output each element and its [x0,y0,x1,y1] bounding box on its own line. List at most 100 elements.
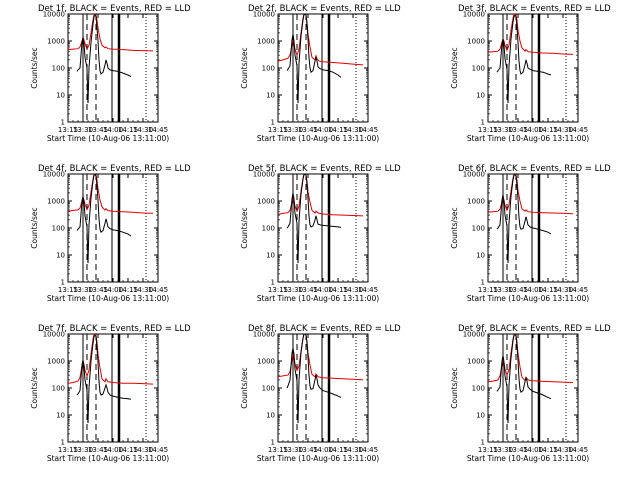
x-tick-label: 13:15 [478,286,498,294]
lld-series-line [68,14,154,52]
x-tick-label: 14:30 [553,286,573,294]
x-tick-label: 14:45 [358,286,378,294]
x-axis-label: Start Time (10-Aug-06 13:11:00) [47,454,169,463]
y-tick-label: 1000 [257,38,275,46]
panel-title: Det 4f, BLACK = Events, RED = LLD [38,164,191,174]
x-tick-label: 13:15 [478,126,498,134]
y-tick-label: 10 [476,412,485,420]
y-tick-label: 10000 [253,171,275,179]
x-tick-label: 13:15 [268,286,288,294]
panel-title: Det 6f, BLACK = Events, RED = LLD [458,164,611,174]
x-tick-label: 13:15 [268,446,288,454]
y-tick-label: 1 [61,279,65,287]
y-tick-label: 10 [266,252,275,260]
x-tick-label: 14:00 [313,126,333,134]
x-tick-label: 13:30 [493,286,513,294]
x-tick-label: 14:15 [118,286,138,294]
panel-title: Det 9f, BLACK = Events, RED = LLD [458,324,611,334]
x-tick-label: 14:00 [523,446,543,454]
x-tick-label: 13:45 [508,286,528,294]
panel-title: Det 3f, BLACK = Events, RED = LLD [458,4,611,14]
y-tick-label: 1 [271,439,275,447]
events-series-line [76,174,132,264]
x-tick-label: 13:15 [478,446,498,454]
y-tick-label: 10000 [463,11,485,19]
axes-frame [277,173,369,283]
x-axis-label: Start Time (10-Aug-06 13:11:00) [257,454,379,463]
panel-title: Det 2f, BLACK = Events, RED = LLD [248,4,401,14]
x-axis-label: Start Time (10-Aug-06 13:11:00) [47,294,169,303]
x-tick-label: 14:15 [118,126,138,134]
x-tick-label: 14:30 [343,286,363,294]
panel-det-7f: Det 7f, BLACK = Events, RED = LLD 1 10 100 1… [30,324,191,463]
panel-det-5f: Det 5f, BLACK = Events, RED = LLD 1 10 100 1… [240,164,401,303]
y-tick-label: 10 [266,412,275,420]
y-tick-label: 1000 [467,358,485,366]
axes-frame [67,173,159,283]
axes-frame [487,333,579,443]
y-axis-label: Counts/sec [450,367,459,408]
axes-frame [67,13,159,123]
events-series-line [76,334,132,424]
axes-frame [277,333,369,443]
x-tick-label: 14:00 [103,126,123,134]
x-tick-label: 13:30 [283,446,303,454]
x-tick-label: 14:45 [568,446,588,454]
x-tick-label: 14:15 [328,286,348,294]
y-tick-label: 10 [56,252,65,260]
x-tick-label: 14:30 [133,126,153,134]
events-series-line [286,334,342,424]
x-axis-label: Start Time (10-Aug-06 13:11:00) [257,294,379,303]
panel-det-1f: Det 1f, BLACK = Events, RED = LLD 1 10 100 1… [30,4,191,143]
y-tick-label: 10000 [253,11,275,19]
x-tick-label: 14:45 [568,286,588,294]
y-tick-label: 10000 [43,331,65,339]
y-axis-label: Counts/sec [30,47,39,88]
x-tick-label: 14:15 [328,126,348,134]
panel-det-8f: Det 8f, BLACK = Events, RED = LLD 1 10 100 1… [240,324,401,463]
y-tick-label: 100 [262,65,275,73]
y-axis-label: Counts/sec [450,207,459,248]
x-tick-label: 14:15 [538,126,558,134]
y-tick-label: 10000 [253,331,275,339]
y-tick-label: 100 [262,225,275,233]
x-tick-label: 14:00 [103,446,123,454]
x-axis-label: Start Time (10-Aug-06 13:11:00) [467,294,589,303]
x-tick-label: 14:45 [358,446,378,454]
y-tick-label: 1 [271,279,275,287]
y-axis-label: Counts/sec [30,367,39,408]
x-tick-label: 13:30 [73,446,93,454]
y-tick-label: 100 [52,385,65,393]
x-tick-label: 13:30 [283,286,303,294]
x-tick-label: 13:15 [58,286,78,294]
x-tick-label: 13:45 [298,446,318,454]
x-tick-label: 13:15 [58,126,78,134]
panel-title: Det 8f, BLACK = Events, RED = LLD [248,324,401,334]
y-tick-label: 100 [52,65,65,73]
y-axis-label: Counts/sec [450,47,459,88]
x-axis-label: Start Time (10-Aug-06 13:11:00) [47,134,169,143]
x-tick-label: 13:30 [73,286,93,294]
y-tick-label: 100 [472,65,485,73]
x-tick-label: 13:45 [298,286,318,294]
x-tick-label: 14:15 [538,446,558,454]
events-series-line [286,14,342,104]
events-series-line [496,14,552,104]
y-axis-label: Counts/sec [240,207,249,248]
y-tick-label: 10000 [43,171,65,179]
x-tick-label: 13:45 [508,126,528,134]
y-tick-label: 10 [266,92,275,100]
x-tick-label: 13:15 [58,446,78,454]
y-tick-label: 10000 [43,11,65,19]
lld-series-line [488,174,574,215]
y-tick-label: 1000 [467,198,485,206]
y-tick-label: 1 [481,119,485,127]
y-tick-label: 1000 [467,38,485,46]
x-tick-label: 14:30 [133,446,153,454]
lld-series-line [68,174,154,214]
x-tick-label: 14:15 [328,446,348,454]
y-tick-label: 1000 [257,198,275,206]
y-tick-label: 10 [476,252,485,260]
panel-title: Det 7f, BLACK = Events, RED = LLD [38,324,191,334]
